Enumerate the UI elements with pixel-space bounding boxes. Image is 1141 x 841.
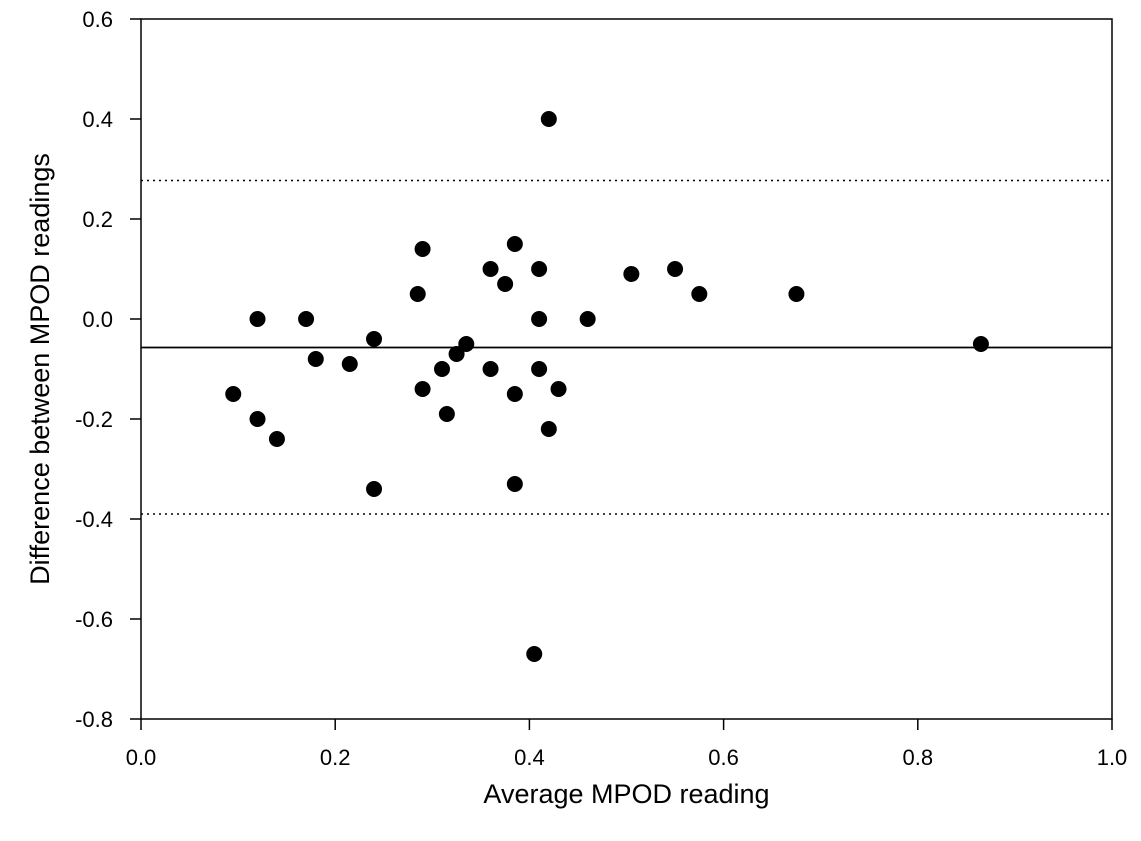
y-tick-label: 0.0 — [82, 307, 113, 332]
data-point — [531, 311, 548, 327]
data-point — [550, 381, 567, 397]
x-tick-label: 1.0 — [1097, 745, 1128, 770]
data-point — [526, 646, 543, 662]
data-point — [482, 261, 499, 277]
data-point — [249, 411, 266, 427]
y-axis-title: Difference between MPOD readings — [25, 153, 55, 585]
data-point — [249, 311, 266, 327]
data-point — [788, 286, 805, 302]
plot-frame — [140, 18, 1113, 720]
data-point — [414, 381, 431, 397]
data-point — [366, 481, 383, 497]
x-tick-label: 0.6 — [708, 745, 739, 770]
data-point — [579, 311, 596, 327]
y-tick-label: 0.2 — [82, 207, 113, 232]
axes: 0.0 0.2 0.4 0.6 0.8 1.0 -0.8 -0.6 -0.4 -0.2 0.0 0.2… — [75, 7, 1127, 770]
data-point — [341, 356, 358, 372]
data-point — [506, 236, 523, 252]
data-point — [307, 351, 324, 367]
data-point — [540, 111, 557, 127]
data-point — [497, 276, 514, 292]
y-tick-label: -0.8 — [75, 707, 113, 732]
data-point — [438, 406, 455, 422]
x-tick-label: 0.2 — [320, 745, 351, 770]
data-point — [506, 476, 523, 492]
data-point — [414, 241, 431, 257]
reference-lines — [141, 179, 1112, 515]
data-point — [482, 361, 499, 377]
data-point — [409, 286, 426, 302]
data-point — [268, 431, 285, 447]
y-tick-label: 0.4 — [82, 107, 113, 132]
data-point — [667, 261, 684, 277]
data-points — [225, 111, 989, 662]
x-tick-label: 0.4 — [514, 745, 545, 770]
data-point — [531, 261, 548, 277]
data-point — [225, 386, 242, 402]
data-point — [458, 336, 475, 352]
data-point — [298, 311, 315, 327]
data-point — [531, 361, 548, 377]
data-point — [623, 266, 640, 282]
data-point — [434, 361, 451, 377]
y-tick-label: -0.4 — [75, 507, 113, 532]
y-tick-label: -0.6 — [75, 607, 113, 632]
x-axis-title: Average MPOD reading — [483, 779, 769, 809]
data-point — [540, 421, 557, 437]
data-point — [972, 336, 989, 352]
data-point — [691, 286, 708, 302]
x-tick-label: 0.0 — [126, 745, 157, 770]
y-tick-label: -0.2 — [75, 407, 113, 432]
y-tick-label: 0.6 — [82, 7, 113, 32]
x-tick-label: 0.8 — [903, 745, 934, 770]
data-point — [448, 346, 465, 362]
data-point — [366, 331, 383, 347]
data-point — [506, 386, 523, 402]
